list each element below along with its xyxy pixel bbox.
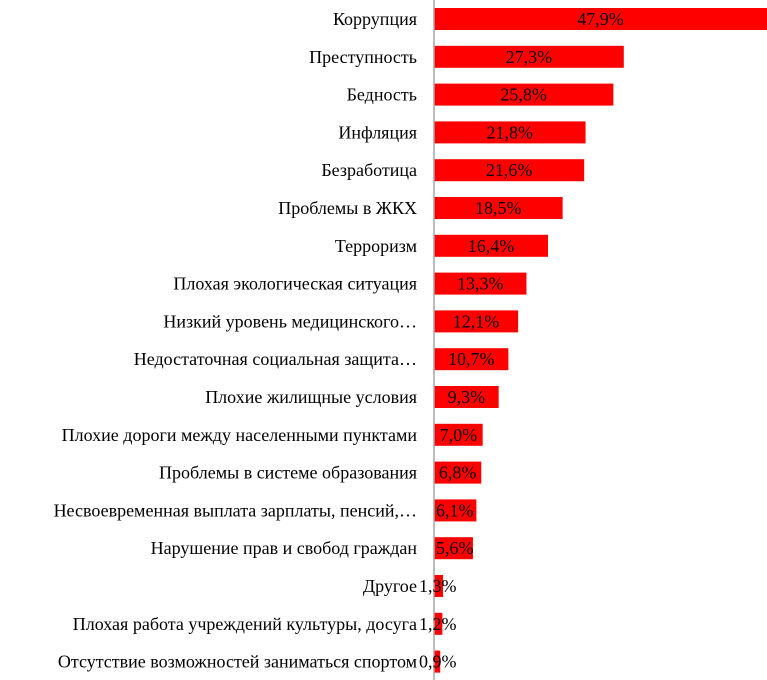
category-label: Коррупция <box>333 9 417 29</box>
bar <box>434 234 549 257</box>
data-label: 16,4% <box>468 236 515 256</box>
data-label: 9,3% <box>448 387 486 407</box>
bar <box>434 461 482 484</box>
category-label: Отсутствие возможностей заниматься спорт… <box>58 652 417 672</box>
bar <box>434 499 477 522</box>
category-label: Проблемы в ЖКХ <box>278 198 417 218</box>
data-label: 47,9% <box>577 9 624 29</box>
data-label: 1,2% <box>419 614 457 634</box>
bar <box>434 386 499 408</box>
bars-layer <box>434 8 767 673</box>
data-label: 10,7% <box>448 349 495 369</box>
data-label: 13,3% <box>457 274 504 294</box>
category-label: Плохие жилищные условия <box>205 387 417 407</box>
category-label: Бедность <box>347 85 417 105</box>
data-label: 12,1% <box>453 311 500 331</box>
bar <box>434 348 509 371</box>
data-label: 18,5% <box>475 198 522 218</box>
data-label: 6,8% <box>439 463 477 483</box>
data-label: 5,6% <box>436 538 474 558</box>
category-label: Безработица <box>321 160 417 180</box>
category-label: Низкий уровень медицинского… <box>163 311 417 331</box>
category-label: Плохая экологическая ситуация <box>173 274 417 294</box>
bar <box>434 537 473 560</box>
data-label: 6,1% <box>436 500 474 520</box>
bar <box>434 45 624 68</box>
bar <box>434 310 519 333</box>
category-label: Недостаточная социальная защита… <box>134 349 417 369</box>
bar <box>434 83 614 106</box>
category-label: Терроризм <box>335 236 417 256</box>
data-label: 21,8% <box>487 122 534 142</box>
category-label: Проблемы в системе образования <box>159 463 417 483</box>
category-label: Другое <box>363 576 417 596</box>
bar <box>434 650 441 673</box>
category-label: Несвоевременная выплата зарплаты, пенсий… <box>54 500 417 520</box>
data-label: 7,0% <box>440 425 478 445</box>
bar <box>434 575 444 597</box>
category-label: Плохие дороги между населенными пунктами <box>62 425 418 445</box>
category-label: Преступность <box>309 47 417 67</box>
bar <box>434 121 586 144</box>
data-label: 27,3% <box>506 47 553 67</box>
bar <box>434 423 483 446</box>
bar <box>434 197 563 219</box>
bar <box>434 159 585 182</box>
data-labels: 47,9% 27,3% 25,8% 21,8% 21,6% 18,5% 16,4% 13,3%… <box>419 9 624 672</box>
category-label: Инфляция <box>338 122 417 142</box>
data-label: 1,3% <box>419 576 457 596</box>
category-label: Плохая работа учреждений культуры, досуг… <box>73 614 417 634</box>
category-label: Нарушение прав и свобод граждан <box>151 538 418 558</box>
bar <box>434 8 767 30</box>
data-label: 21,6% <box>486 160 533 180</box>
category-labels: Коррупция Преступность Бедность Инфляция Без… <box>54 9 418 672</box>
bar <box>434 272 527 295</box>
data-label: 25,8% <box>500 85 547 105</box>
data-label: 0,9% <box>419 652 457 672</box>
bar <box>434 612 443 635</box>
